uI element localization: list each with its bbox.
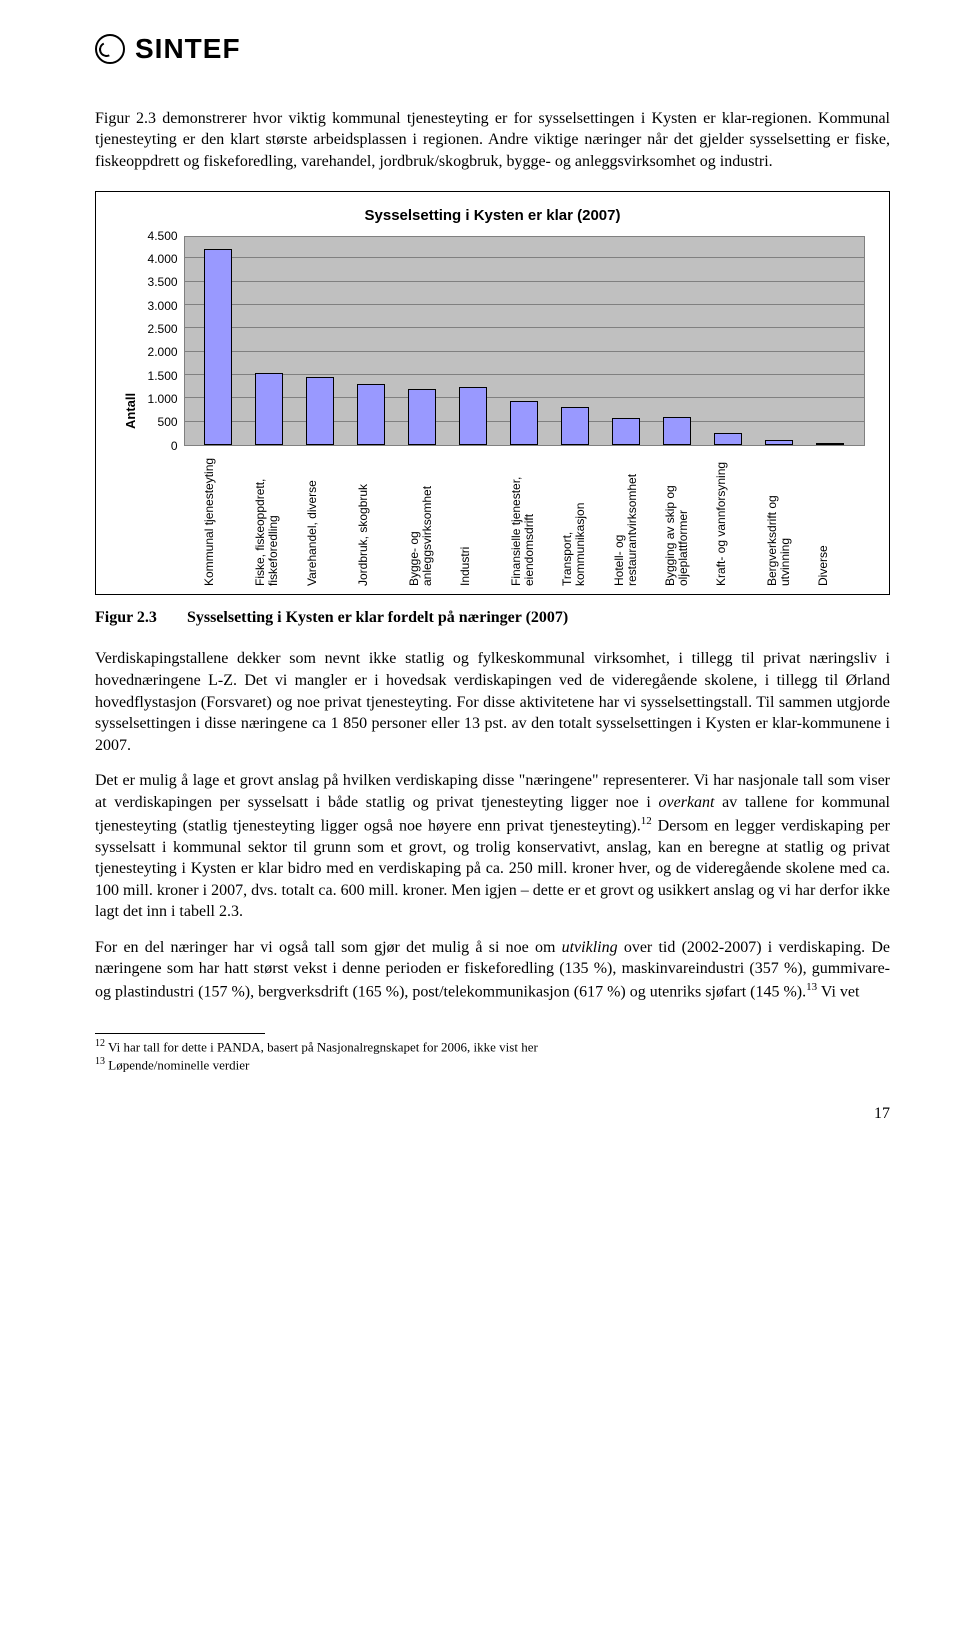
chart-bar — [816, 443, 844, 445]
sintef-logo-text: SINTEF — [135, 30, 241, 68]
x-tick-label: Hotell- og restaurantvirksomhet — [613, 450, 641, 586]
chart-bar — [408, 389, 436, 445]
chart-plot-area — [184, 236, 865, 446]
chart-bar — [612, 418, 640, 445]
chart-container: Sysselsetting i Kysten er klar (2007) An… — [95, 191, 890, 595]
figure-caption-row: Figur 2.3 Sysselsetting i Kysten er klar… — [95, 607, 890, 629]
footnote-ref-13: 13 — [806, 981, 817, 993]
x-tick-label: Diverse — [817, 450, 845, 586]
y-axis-ticks: 4.5004.0003.5003.0002.5002.0001.5001.000… — [142, 236, 184, 446]
x-tick-label: Bygge- og anleggsvirksomhet — [408, 450, 436, 586]
chart-bar — [510, 401, 538, 445]
footnote-12: 12 Vi har tall for dette i PANDA, basert… — [95, 1038, 890, 1056]
chart-bar — [459, 387, 487, 445]
footnote-separator — [95, 1033, 265, 1034]
para4-pre: For en del næringer har vi også tall som… — [95, 939, 562, 956]
chart-bar — [714, 433, 742, 445]
chart-bar — [561, 407, 589, 445]
chart-title: Sysselsetting i Kysten er klar (2007) — [120, 206, 865, 226]
x-tick-label: Jordbruk, skogbruk — [357, 450, 385, 586]
x-axis-labels: Kommunal tjenesteyting Fiske, fiskeoppdre… — [184, 446, 865, 586]
x-tick-label: Bergverksdrift og utvinning — [766, 450, 794, 586]
para4-emphasis: utvikling — [562, 939, 618, 956]
chart-bar — [357, 384, 385, 445]
x-tick-label: Fiske, fiskeoppdrett, fiskeforedling — [254, 450, 282, 586]
paragraph-intro: Figur 2.3 demonstrerer hvor viktig kommu… — [95, 108, 890, 173]
footnote-13: 13 Løpende/nominelle verdier — [95, 1056, 890, 1074]
x-tick-label: Industri — [459, 450, 487, 586]
logo-header: SINTEF — [95, 30, 890, 68]
para4-tail: Vi vet — [817, 983, 859, 1000]
x-tick-label: Bygging av skip og oljeplattformer — [664, 450, 692, 586]
footnote-text-12: Vi har tall for dette i PANDA, basert på… — [108, 1039, 538, 1054]
chart-bar — [663, 417, 691, 445]
sintef-logo-icon — [95, 34, 125, 64]
figure-label: Figur 2.3 — [95, 607, 157, 629]
x-tick-label: Transport, kommunikasjon — [561, 450, 589, 586]
figure-caption: Sysselsetting i Kysten er klar fordelt p… — [187, 607, 568, 629]
chart-bar — [255, 373, 283, 445]
chart-bar — [765, 440, 793, 445]
paragraph-2: Verdiskapingstallene dekker som nevnt ik… — [95, 648, 890, 756]
page-number: 17 — [95, 1103, 890, 1125]
y-axis-label: Antall — [120, 236, 142, 586]
chart-bar — [306, 377, 334, 445]
footnote-text-13: Løpende/nominelle verdier — [108, 1057, 249, 1072]
paragraph-3: Det er mulig å lage et grovt anslag på h… — [95, 770, 890, 922]
x-tick-label: Finansielle tjenester, eiendomsdrift — [510, 450, 538, 586]
footnote-num-12: 12 — [95, 1038, 105, 1049]
x-tick-label: Kraft- og vannforsyning — [715, 450, 743, 586]
chart-bar — [204, 249, 232, 445]
x-tick-label: Kommunal tjenesteyting — [203, 450, 231, 586]
paragraph-4: For en del næringer har vi også tall som… — [95, 937, 890, 1003]
footnote-num-13: 13 — [95, 1056, 105, 1067]
para3-emphasis: overkant — [659, 794, 715, 811]
x-tick-label: Varehandel, diverse — [306, 450, 334, 586]
footnote-ref-12: 12 — [641, 815, 652, 827]
